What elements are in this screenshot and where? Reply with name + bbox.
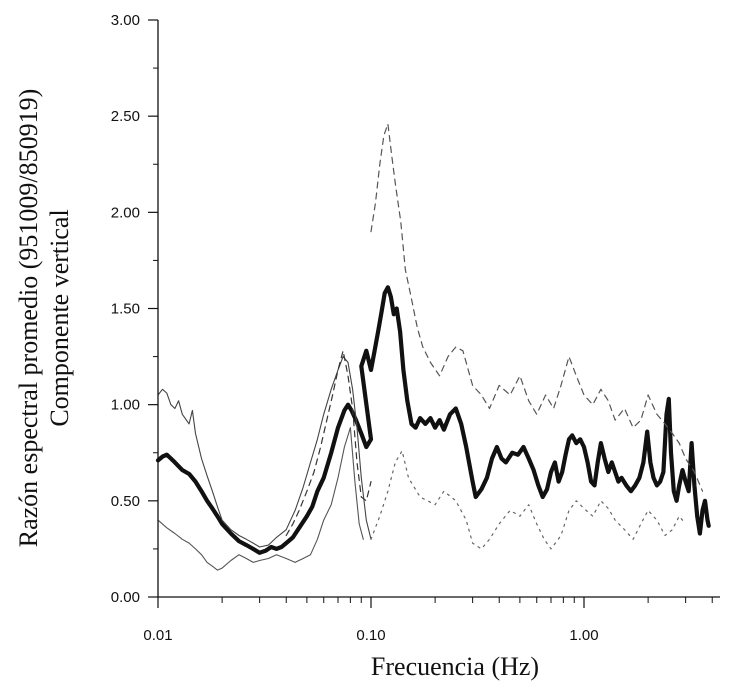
series-line-2 [157,356,372,548]
x-tick-label: 0.10 [356,627,385,644]
axes [157,20,720,598]
x-axis-title: Frecuencia (Hz) [371,652,539,681]
x-tick-label: 0.01 [143,627,172,644]
series-line-4 [285,350,372,537]
y-tick-label: 0.00 [111,589,140,606]
y-tick-label: 1.00 [111,397,140,414]
series-line-6 [370,450,687,550]
y-tick-label: 0.50 [111,493,140,510]
y-tick-label: 1.50 [111,301,140,318]
plot-lines [155,123,711,571]
y-tick-label: 3.00 [111,12,140,29]
x-tick-label: 1.00 [569,627,598,644]
y-tick-label: 2.50 [111,108,140,125]
y-tick-label: 2.00 [111,204,140,221]
y-axis-title-line2: Componente vertical [45,209,74,426]
series-line-5 [370,123,704,492]
ticks: 0.00 0.50 1.00 1.50 2.00 2.50 3.00 0.01 0.10 1.00 [111,12,713,644]
series-line-3 [157,427,364,571]
y-axis-title-line1: Razón espectral promedio (951009/850919) [14,89,43,548]
series-line-1 [155,285,711,555]
